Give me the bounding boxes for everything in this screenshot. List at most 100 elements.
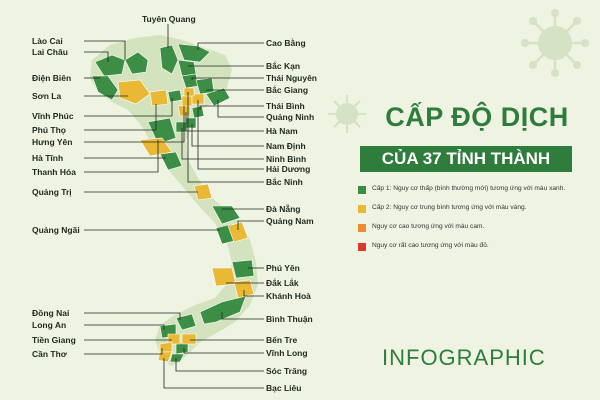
province-label: Ninh Bình: [266, 154, 306, 164]
province-label: Thái Nguyên: [266, 73, 317, 83]
leader-line: [84, 40, 126, 60]
province-label: Thái Bình: [266, 101, 305, 111]
legend-item: Cấp 1: Nguy cơ thấp (bình thường mới) tư…: [358, 184, 598, 197]
province-label: Đà Nẵng: [266, 203, 300, 214]
province-label: Cao Bằng: [266, 37, 306, 48]
leader-line: [197, 100, 264, 170]
legend-text: Nguy cơ rất cao tương ứng với màu đỏ.: [372, 242, 489, 249]
province-label: Hà Nam: [266, 126, 298, 136]
province-thanh-hoa: [147, 117, 177, 145]
province-label: Quảng Ngãi: [32, 225, 80, 235]
leader-line: [181, 128, 264, 160]
province-quang-nam: [227, 221, 249, 243]
province-label: Bình Thuận: [266, 314, 313, 324]
province-phu-yen: [231, 259, 255, 279]
leader-line: [197, 42, 264, 50]
province-hung-yen: [181, 95, 193, 107]
leader-line: [221, 312, 264, 320]
province-ben-tre: [181, 333, 197, 345]
leader-line: [237, 220, 264, 230]
virus-icon: [521, 9, 589, 77]
legend: Cấp 1: Nguy cơ thấp (bình thường mới) tư…: [358, 184, 598, 260]
province-label: Sơn La: [32, 91, 61, 101]
province-son-la: [117, 79, 151, 105]
province-tien-giang: [167, 333, 181, 345]
province-kon-tum-area: [211, 205, 241, 225]
legend-item: Nguy cơ rất cao tương ứng với màu đỏ.: [358, 241, 598, 254]
leader-line: [84, 51, 109, 62]
title-subtitle: CỦA 37 TỈNH THÀNH: [360, 146, 572, 172]
province-label: Lai Châu: [32, 47, 68, 57]
province-label: Điện Biên: [32, 73, 71, 83]
leader-line: [185, 112, 264, 132]
province-label: Hưng Yên: [32, 137, 72, 147]
footer-infographic: INFOGRAPHIC: [382, 345, 546, 370]
legend-text: Cấp 1: Nguy cơ thấp (bình thường mới) tư…: [372, 185, 566, 192]
province-label: Quảng Trị: [32, 187, 72, 197]
province-ha-tinh: [159, 151, 183, 171]
legend-swatch: [358, 186, 366, 194]
leader-line: [199, 105, 264, 110]
province-label: Vĩnh Long: [266, 348, 308, 358]
leader-line: [243, 290, 264, 297]
leader-line: [217, 100, 264, 118]
province-label: Thanh Hóa: [32, 167, 76, 177]
province-khanh-hoa: [233, 279, 255, 299]
province-nam-dinh: [185, 117, 197, 129]
vietnam-map: Lào Cai Lai Châu Điện Biên Sơn La Vĩnh P…: [32, 14, 317, 393]
province-lai-chau: [94, 54, 126, 77]
province-soc-trang: [169, 353, 185, 363]
leader-line: [84, 104, 157, 131]
leader-line: [191, 124, 264, 147]
leader-line: [191, 77, 264, 80]
legend-item: Nguy cơ cao tương ứng với màu cam.: [358, 222, 598, 235]
province-lao-cai: [124, 51, 149, 75]
leader-line: [187, 92, 264, 183]
province-ninh-binh: [175, 121, 187, 133]
province-label: Hà Tĩnh: [32, 153, 63, 163]
province-label: Phú Yên: [266, 263, 300, 273]
legend-swatch: [358, 224, 366, 232]
province-binh-thuan: [199, 295, 247, 325]
leader-line: [84, 312, 181, 320]
province-quang-tri: [193, 183, 213, 201]
leader-line: [84, 98, 173, 117]
province-label: Cần Thơ: [32, 349, 68, 359]
province-label: Bắc Giang: [266, 84, 308, 95]
leader-line: [84, 106, 185, 143]
province-phu-tho: [149, 89, 169, 107]
province-label: Đồng Nai: [32, 308, 69, 318]
virus-icon: [328, 95, 366, 133]
province-hai-duong: [191, 93, 205, 105]
province-bac-lieu: [157, 351, 173, 363]
map-base-shape: [90, 35, 258, 366]
province-label: Quảng Ninh: [266, 112, 314, 122]
legend-text: Nguy cơ cao tương ứng với màu cam.: [372, 223, 485, 230]
province-label: Nam Định: [266, 141, 306, 151]
province-label: Bắc Kạn: [266, 60, 300, 71]
province-label: Tuyên Quang: [142, 14, 196, 24]
province-label: Bạc Liêu: [266, 383, 301, 393]
title-main: CẤP ĐỘ DỊCH: [385, 102, 569, 132]
province-nghe-an: [139, 137, 173, 157]
leader-line: [84, 324, 165, 330]
province-label: Sóc Trăng: [266, 366, 307, 376]
province-label: Vĩnh Phúc: [32, 111, 74, 121]
province-label: Lào Cai: [32, 36, 63, 46]
province-label: Phú Thọ: [32, 125, 66, 135]
leader-line: [84, 348, 163, 355]
province-label: Bắc Ninh: [266, 176, 303, 187]
province-label: Bến Tre: [266, 335, 297, 345]
legend-text: Cấp 2: Nguy cơ trung bình tương ứng với …: [372, 204, 527, 211]
legend-swatch: [358, 243, 366, 251]
leader-line: [163, 358, 264, 389]
leader-line: [84, 140, 159, 173]
province-label: Khánh Hoà: [266, 291, 311, 301]
province-dien-bien: [91, 75, 119, 101]
province-label: Hải Dương: [266, 164, 310, 174]
leader-line: [183, 348, 264, 354]
leader-line: [175, 358, 264, 372]
province-tuyen-quang: [159, 44, 179, 75]
province-label: Tiền Giang: [32, 335, 76, 345]
